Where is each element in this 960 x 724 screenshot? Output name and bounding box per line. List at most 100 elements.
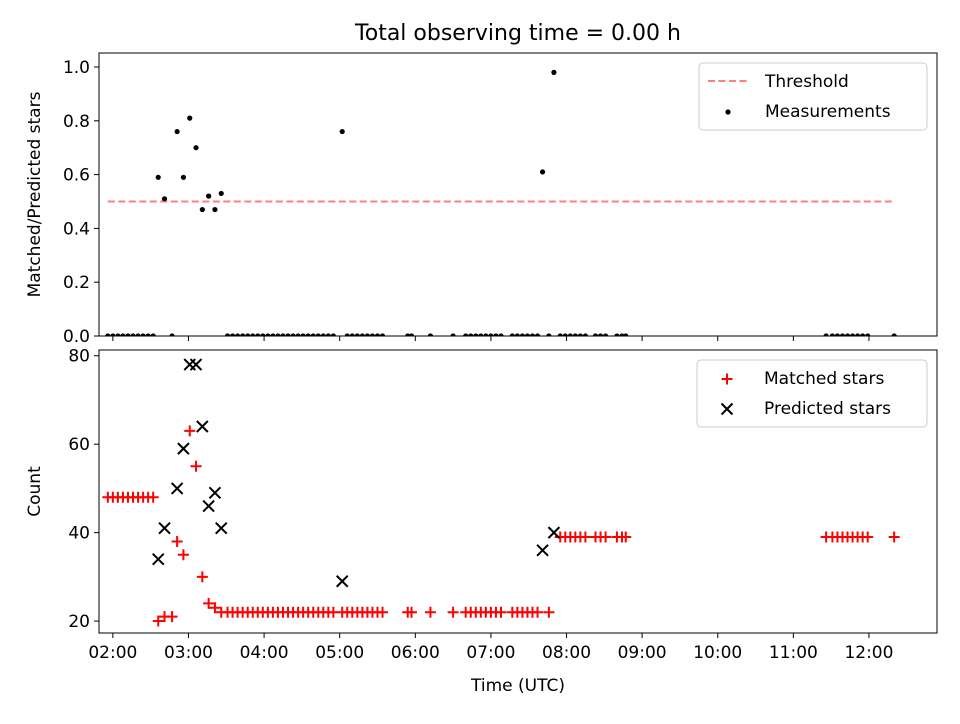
measurement-point xyxy=(155,174,161,180)
x-tick-label: 04:00 xyxy=(240,643,289,663)
predicted-star-marker xyxy=(336,575,349,588)
measurement-point xyxy=(229,333,236,336)
predicted-star-marker xyxy=(202,499,215,513)
axes-frame xyxy=(98,349,938,634)
measurement-point xyxy=(354,333,360,336)
matched-star-marker xyxy=(600,531,612,543)
x-tick-label: 09:00 xyxy=(618,643,667,663)
measurement-point xyxy=(849,333,856,336)
matched-star-marker xyxy=(620,531,632,543)
measurement-point xyxy=(602,333,609,336)
measurement-point xyxy=(245,333,251,336)
predicted-star-marker xyxy=(152,552,165,566)
measurement-point xyxy=(310,333,316,336)
measurement-point xyxy=(529,333,536,336)
x-tick-label: 03:00 xyxy=(164,643,213,663)
y-axis-label: Count xyxy=(25,466,45,517)
measurement-point xyxy=(255,333,261,336)
measurement-point xyxy=(193,145,199,151)
matched-star-marker xyxy=(406,606,418,618)
measurement-point xyxy=(235,333,241,336)
measurement-point xyxy=(374,333,381,336)
matched-star-marker xyxy=(862,531,874,543)
legend-predicted-swatch xyxy=(720,402,734,416)
measurement-point xyxy=(218,190,224,197)
matched-star-marker xyxy=(495,606,507,618)
x-tick-label: 12:00 xyxy=(844,643,893,663)
measurement-point xyxy=(478,333,484,336)
measurement-point xyxy=(339,128,345,135)
predicted-star-marker xyxy=(208,486,222,500)
x-tick-label: 06:00 xyxy=(391,643,440,663)
measurement-point xyxy=(206,193,212,199)
x-tick-label: 10:00 xyxy=(693,643,742,663)
y-tick-label: 0.8 xyxy=(63,112,90,132)
measurement-point xyxy=(349,333,355,336)
measurement-point xyxy=(614,333,620,336)
measurement-point xyxy=(829,333,836,336)
measurement-point xyxy=(115,333,121,336)
predicted-stars-points xyxy=(152,358,561,588)
measurement-point xyxy=(450,333,456,336)
measurement-point xyxy=(577,333,583,336)
matched-star-marker xyxy=(184,425,196,437)
measurement-point xyxy=(572,333,578,336)
measurement-point xyxy=(483,333,489,336)
predicted-star-marker xyxy=(158,521,171,535)
predicted-star-marker xyxy=(170,482,184,495)
measurement-point xyxy=(270,333,276,336)
measurement-point xyxy=(860,333,866,336)
measurement-point xyxy=(300,333,306,336)
measurement-point xyxy=(408,333,415,336)
measurement-point xyxy=(180,174,187,180)
axes-frame xyxy=(98,52,938,337)
measurement-point xyxy=(295,333,301,336)
measurement-point xyxy=(150,333,156,336)
measurement-point xyxy=(557,333,563,336)
predicted-star-marker xyxy=(177,442,190,455)
y-tick-label: 80 xyxy=(68,347,90,367)
measurement-point xyxy=(174,128,180,135)
measurement-point xyxy=(105,333,111,336)
legend-threshold-label: Threshold xyxy=(764,72,849,92)
measurement-point xyxy=(364,333,371,336)
measurement-point xyxy=(125,333,131,336)
measurement-point xyxy=(250,333,256,336)
legend-measurements-swatch xyxy=(725,109,731,115)
x-tick-label: 05:00 xyxy=(315,643,364,663)
measurement-point xyxy=(509,333,515,336)
matched-star-marker xyxy=(190,460,202,472)
matched-star-marker xyxy=(196,571,208,583)
matched-star-marker xyxy=(209,602,221,614)
measurement-point xyxy=(199,206,205,213)
measurement-point xyxy=(285,333,291,336)
measurement-point xyxy=(169,333,175,336)
predicted-star-marker xyxy=(196,420,209,433)
measurement-point xyxy=(275,333,281,336)
matched-star-marker xyxy=(579,531,591,543)
predicted-star-marker xyxy=(547,526,561,539)
measurement-point xyxy=(473,333,479,336)
measurement-point xyxy=(379,333,386,336)
measurement-point xyxy=(488,333,494,336)
y-tick-label: 0.2 xyxy=(63,273,90,293)
measurement-point xyxy=(330,333,336,336)
top-panel: 0.0 0.2 0.4 0.6 0.8 1.0 Matched/Predicted star… xyxy=(25,52,938,347)
y-tick-label: 20 xyxy=(68,612,90,632)
measurement-point xyxy=(562,333,568,336)
measurement-points xyxy=(105,69,897,336)
measurement-point xyxy=(290,333,296,336)
legend: Matched stars Predicted stars xyxy=(696,359,928,428)
predicted-star-marker xyxy=(215,521,228,535)
y-tick-label: 40 xyxy=(68,524,90,544)
measurement-point xyxy=(597,333,604,336)
legend-predicted-label: Predicted stars xyxy=(764,399,891,419)
matched-star-marker xyxy=(166,611,178,623)
y-tick-label: 0.4 xyxy=(63,219,90,239)
predicted-star-marker xyxy=(189,358,203,371)
measurement-point xyxy=(325,333,331,336)
matched-star-marker xyxy=(203,597,215,609)
measurement-point xyxy=(839,333,846,336)
measurement-point xyxy=(260,333,266,336)
